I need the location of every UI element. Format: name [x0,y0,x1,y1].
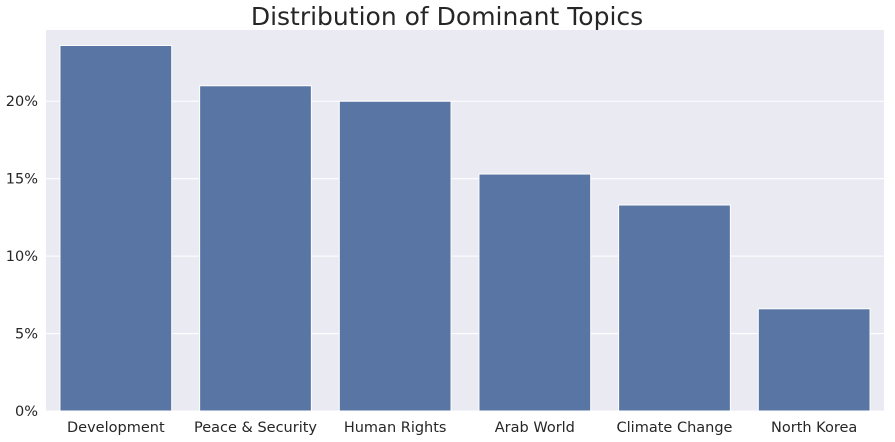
x-tick-label: Climate Change [617,420,733,436]
bar-peace-security [199,85,312,412]
bar-climate-change [618,204,731,412]
x-tick-label: Development [67,420,165,436]
gridlines [46,100,884,412]
bars [59,44,871,412]
bar-arab-world [478,173,592,412]
plot-background [46,30,884,411]
y-tick-label: 0% [15,404,38,420]
bar-development [59,44,173,412]
y-tick-label: 10% [6,249,38,265]
x-tick-label: North Korea [771,420,857,436]
y-axis-ticks: 0% 5% 10% 15% 20% [6,94,38,420]
y-tick-label: 15% [6,172,38,188]
bar-north-korea [757,308,871,412]
bar-human-rights [338,100,452,412]
x-axis-ticks: Development Peace & Security Human Rights A… [67,420,857,436]
y-tick-label: 5% [15,327,38,343]
x-tick-label: Human Rights [344,420,447,436]
chart-title: Distribution of Dominant Topics [251,2,643,31]
y-tick-label: 20% [6,94,38,110]
x-tick-label: Peace & Security [194,420,317,436]
x-tick-label: Arab World [495,420,575,436]
